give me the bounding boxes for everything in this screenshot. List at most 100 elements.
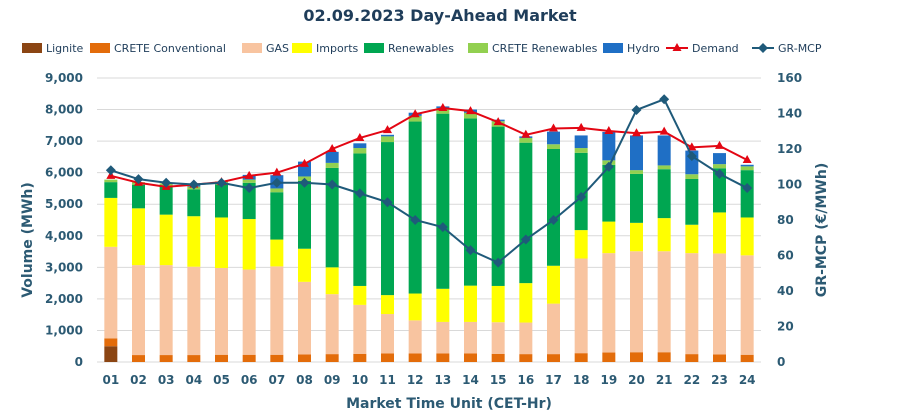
bar-gas-15 <box>491 322 505 354</box>
bar-crete-renewables-10 <box>353 148 367 154</box>
bar-crete-renewables-22 <box>685 174 699 179</box>
demand-point <box>466 106 475 115</box>
bar-imports-19 <box>602 221 616 254</box>
bar-lignite-01 <box>104 346 118 362</box>
bar-gas-03 <box>159 265 173 356</box>
bar-crete-conventional-02 <box>132 355 145 362</box>
bar-hydro-18 <box>574 135 588 149</box>
bar-crete-conventional-23 <box>713 354 726 362</box>
bar-renewables-10 <box>353 153 367 286</box>
bar-renewables-19 <box>602 164 616 222</box>
y2-axis-label: GR-MCP (€/MWh) <box>814 163 830 297</box>
bar-crete-conventional-22 <box>685 354 699 362</box>
gr-mcp-point <box>161 177 172 188</box>
legend-label-imports: Imports <box>316 42 359 55</box>
bar-imports-04 <box>187 216 201 267</box>
x-tick-label: 18 <box>573 373 590 387</box>
gr-mcp-point <box>576 191 587 202</box>
bar-hydro-24 <box>740 164 754 167</box>
x-tick-label: 04 <box>185 373 202 387</box>
bar-imports-22 <box>685 224 699 254</box>
lines <box>105 94 753 268</box>
y2-tick-label: 120 <box>777 142 802 156</box>
bar-crete-conventional-12 <box>408 353 422 362</box>
gr-mcp-point <box>354 188 365 199</box>
bar-crete-conventional-04 <box>187 355 201 362</box>
demand-point <box>576 122 586 131</box>
x-tick-label: 19 <box>600 373 617 387</box>
bar-gas-22 <box>685 253 699 355</box>
y2-tick-label: 40 <box>777 284 794 298</box>
bar-crete-conventional-21 <box>657 352 671 362</box>
bar-gas-11 <box>381 314 394 354</box>
demand-point <box>438 102 448 111</box>
demand-point <box>715 140 724 149</box>
bar-imports-23 <box>713 212 726 254</box>
bar-renewables-11 <box>381 142 394 296</box>
bar-crete-renewables-17 <box>547 144 560 149</box>
legend-marker-gr-mcp <box>758 43 768 53</box>
bar-renewables-02 <box>132 184 145 209</box>
x-axis-label: Market Time Unit (CET-Hr) <box>346 396 552 412</box>
x-tick-label: 13 <box>434 373 451 387</box>
x-tick-label: 23 <box>711 373 728 387</box>
bar-crete-renewables-14 <box>464 112 477 119</box>
bar-renewables-17 <box>547 149 560 266</box>
bar-gas-19 <box>602 253 616 353</box>
bar-gas-05 <box>215 267 228 355</box>
gr-mcp-point <box>410 215 421 225</box>
legend-swatch-lignite <box>22 43 42 53</box>
bar-gas-04 <box>187 266 201 356</box>
bar-hydro-20 <box>630 135 643 171</box>
demand-point <box>355 132 365 141</box>
x-tick-label: 10 <box>351 373 368 387</box>
y2-tick-label: 140 <box>777 107 802 121</box>
bar-crete-renewables-06 <box>242 179 256 183</box>
bar-renewables-05 <box>215 184 228 218</box>
x-tick-label: 05 <box>213 373 230 387</box>
bar-renewables-07 <box>270 192 284 240</box>
bar-imports-07 <box>270 239 284 267</box>
bar-gas-07 <box>270 266 284 355</box>
legend-swatch-crete-renewables <box>468 43 488 53</box>
bar-crete-conventional-14 <box>464 353 477 362</box>
bar-crete-conventional-24 <box>740 354 754 362</box>
x-tick-label: 07 <box>268 373 285 387</box>
bar-gas-20 <box>630 251 643 353</box>
bar-crete-conventional-08 <box>298 354 311 362</box>
bar-imports-20 <box>630 222 643 252</box>
x-tick-label: 16 <box>517 373 534 387</box>
bar-imports-05 <box>215 217 228 268</box>
gr-mcp-point <box>244 183 255 194</box>
bar-gas-24 <box>740 255 754 355</box>
bar-crete-renewables-09 <box>325 162 339 168</box>
legend-label-lignite: Lignite <box>46 42 84 55</box>
demand-point <box>604 126 614 135</box>
demand-point <box>493 117 503 126</box>
x-tick-label: 08 <box>296 373 313 387</box>
demand-point <box>742 155 752 164</box>
legend-label-hydro: Hydro <box>627 42 660 55</box>
legend: Lignite CRETE Conventional GAS Imports Renew… <box>22 42 822 55</box>
bar-renewables-21 <box>657 169 671 219</box>
bar-renewables-01 <box>104 182 118 198</box>
gr-mcp-point <box>742 183 753 194</box>
gr-mcp-point <box>299 177 310 188</box>
demand-point <box>549 123 558 132</box>
bar-gas-02 <box>132 265 145 356</box>
bar-imports-13 <box>436 288 450 322</box>
y-tick-label: 6,000 <box>45 166 83 180</box>
legend-marker-demand <box>672 43 682 51</box>
x-tick-label: 15 <box>490 373 507 387</box>
bar-crete-conventional-06 <box>242 354 256 362</box>
bar-renewables-15 <box>491 126 505 286</box>
bar-crete-conventional-17 <box>547 354 560 362</box>
y-tick-label: 5,000 <box>45 197 83 211</box>
demand-point <box>521 129 531 138</box>
y2-tick-label: 20 <box>777 320 794 334</box>
legend-label-gas: GAS <box>266 42 289 55</box>
gr-mcp-point <box>659 94 670 105</box>
y-axis-label: Volume (MWh) <box>20 182 36 298</box>
bar-crete-conventional-15 <box>491 353 505 362</box>
